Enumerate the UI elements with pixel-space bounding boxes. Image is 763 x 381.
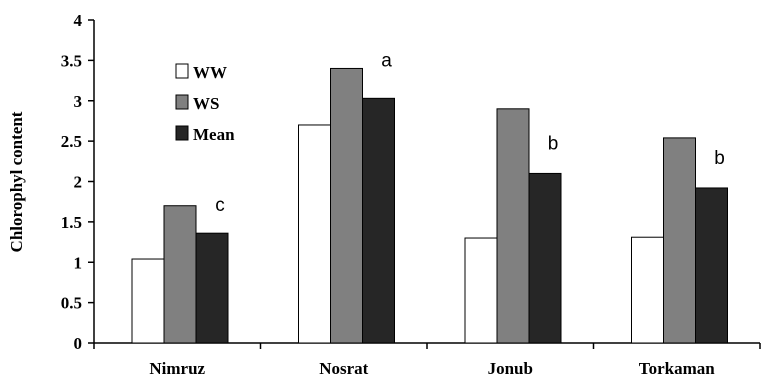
bar-ws-torkaman xyxy=(663,137,696,344)
bar-ww-nimruz xyxy=(131,258,165,344)
y-tick-label: 0 xyxy=(74,334,83,353)
bar-ww-torkaman xyxy=(631,236,664,344)
significance-letter: b xyxy=(714,148,725,169)
legend: WW WS Mean xyxy=(175,63,235,144)
bar-ww-nosrat xyxy=(298,124,331,344)
x-tick-label: Nosrat xyxy=(319,359,368,378)
y-axis-label: Chlorophyl content xyxy=(7,111,26,252)
y-tick-label: 3.5 xyxy=(61,51,82,70)
legend-label-ww: WW xyxy=(193,63,227,82)
y-axis: 0 0.5 1 1.5 2 2.5 3 3.5 4 xyxy=(61,11,95,353)
y-tick-label: 4 xyxy=(74,11,83,30)
bars xyxy=(131,67,728,344)
significance-letter: a xyxy=(381,50,392,71)
bar-mean-torkaman xyxy=(695,187,728,344)
y-tick-label: 0.5 xyxy=(61,294,82,313)
legend-swatch-ws xyxy=(175,94,189,110)
legend-label-ws: WS xyxy=(193,94,219,113)
y-tick-label: 1.5 xyxy=(61,213,82,232)
x-tick-label: Torkaman xyxy=(639,359,715,378)
x-tick-label: Nimruz xyxy=(149,359,205,378)
significance-letter: c xyxy=(215,195,225,216)
bar-mean-jonub xyxy=(528,172,562,344)
x-axis: Nimruz Nosrat Jonub Torkaman xyxy=(93,342,761,378)
y-tick-label: 2.5 xyxy=(61,132,82,151)
y-tick-label: 1 xyxy=(74,253,83,272)
bar-ww-jonub xyxy=(464,237,498,344)
bar-mean-nimruz xyxy=(195,232,229,344)
bar-ws-nimruz xyxy=(163,205,197,344)
legend-swatch-mean xyxy=(175,125,189,141)
legend-label-mean: Mean xyxy=(193,125,235,144)
legend-swatch-ww xyxy=(175,63,189,79)
significance-letters: c a b b xyxy=(215,50,725,216)
bar-ws-nosrat xyxy=(330,67,363,344)
significance-letter: b xyxy=(548,133,559,154)
x-tick-label: Jonub xyxy=(488,359,533,378)
bar-ws-jonub xyxy=(496,108,530,344)
bar-mean-nosrat xyxy=(362,97,395,344)
y-tick-label: 2 xyxy=(74,173,83,192)
y-tick-label: 3 xyxy=(74,92,83,111)
